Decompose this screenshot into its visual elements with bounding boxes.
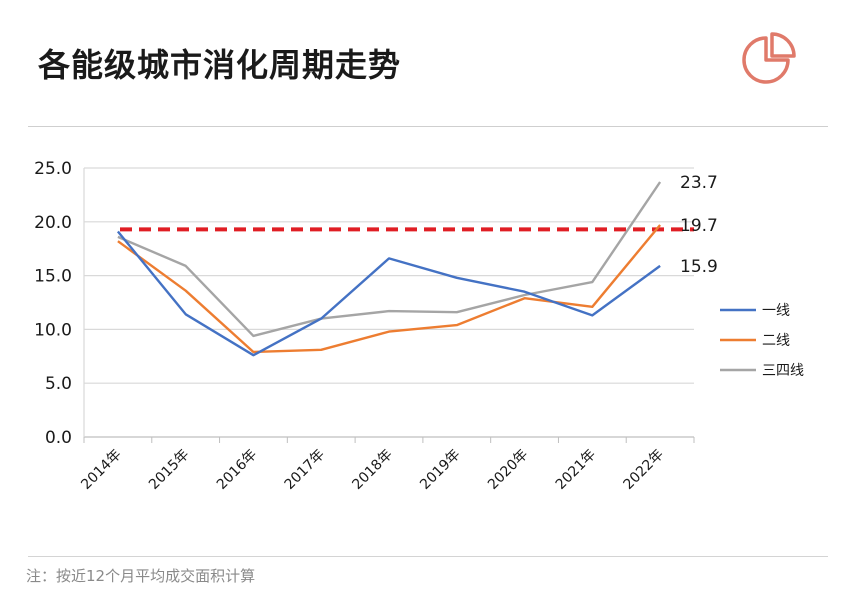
y-tick-label: 10.0: [34, 320, 72, 340]
x-axis: 2014年 2015年 2016年 2017年 2018年 2019年 2020年 2021年…: [78, 437, 695, 493]
series-lines: [116, 181, 662, 357]
x-tick-label: 2017年: [282, 447, 328, 493]
end-labels: 15.9 19.7 23.7: [680, 173, 718, 277]
grid-lines: [83, 167, 694, 438]
series-line-1: [117, 224, 662, 354]
pie-chart-logo-icon: [742, 32, 796, 84]
title-divider: [28, 126, 828, 127]
legend-label: 三四线: [762, 363, 804, 379]
series-line-2: [117, 181, 662, 338]
legend-label: 二线: [762, 333, 790, 349]
line-chart: 0.05.010.015.020.025.0 2014年 2015年 2016年 20…: [34, 159, 804, 493]
y-tick-label: 20.0: [34, 213, 72, 233]
y-tick-label: 25.0: [34, 159, 72, 179]
end-value-label: 15.9: [680, 257, 718, 277]
x-tick-label: 2021年: [553, 447, 599, 493]
series-line-0: [116, 230, 661, 357]
end-value-label: 19.7: [680, 216, 718, 236]
x-tick-label: 2019年: [417, 447, 463, 493]
end-value-label: 23.7: [680, 173, 718, 193]
y-tick-label: 0.0: [45, 428, 72, 448]
x-tick-label: 2015年: [146, 447, 192, 493]
y-axis-ticks: 0.0 5.0 10.0 15.0 20.0 25.0: [34, 159, 72, 448]
chart-title: 各能级城市消化周期走势: [38, 46, 402, 84]
x-tick-label: 2020年: [485, 447, 531, 493]
x-tick-label: 2022年: [621, 447, 667, 493]
legend-label: 一线: [762, 303, 790, 319]
footer-divider: [28, 556, 828, 557]
y-tick-label: 15.0: [34, 267, 72, 287]
x-tick-label: 2014年: [78, 447, 124, 493]
x-tick-label: 2016年: [214, 447, 260, 493]
footnote: 注：按近12个月平均成交面积计算: [26, 567, 256, 585]
y-tick-label: 5.0: [45, 374, 72, 394]
x-tick-label: 2018年: [349, 447, 395, 493]
